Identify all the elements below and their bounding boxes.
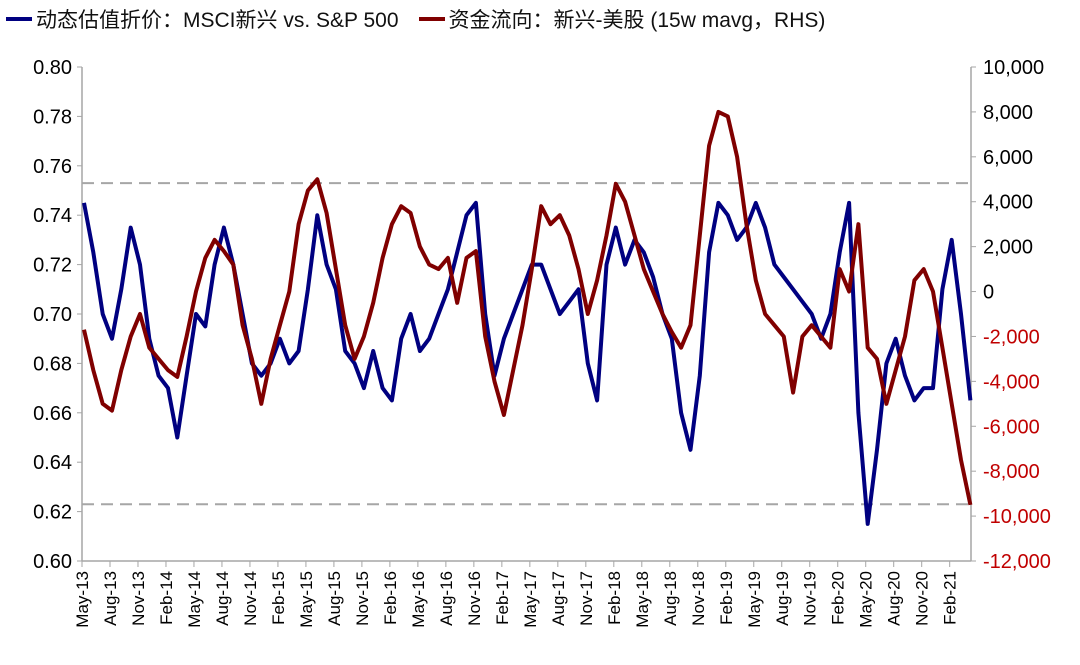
series-line-valuation-discount bbox=[82, 200, 973, 526]
right-tick-label: 8,000 bbox=[983, 102, 1033, 124]
left-tick-label: 0.70 bbox=[33, 304, 72, 326]
left-tick-label: 0.74 bbox=[33, 205, 72, 227]
left-tick-label: 0.76 bbox=[33, 156, 72, 178]
left-tick-label: 0.64 bbox=[33, 452, 72, 474]
legend-swatch-valuation bbox=[6, 17, 32, 21]
x-tick-label: Nov-17 bbox=[577, 571, 596, 626]
x-tick-label: Feb-15 bbox=[269, 571, 288, 625]
x-tick-label: May-20 bbox=[857, 571, 876, 628]
right-tick-label: -10,000 bbox=[983, 506, 1051, 528]
x-tick-label: Aug-20 bbox=[885, 571, 904, 626]
x-tick-label: Nov-16 bbox=[465, 571, 484, 626]
legend-swatch-flows bbox=[418, 17, 445, 21]
x-tick-label: Nov-14 bbox=[241, 571, 260, 626]
legend: 动态估值折价：MSCI新兴 vs. S&P 500 资金流向：新兴-美股 (15… bbox=[0, 4, 839, 34]
x-tick-label: Feb-21 bbox=[941, 571, 960, 625]
x-tick-label: Aug-15 bbox=[325, 571, 344, 626]
x-tick-label: Feb-17 bbox=[493, 571, 512, 625]
x-tick-label: Aug-13 bbox=[101, 571, 120, 626]
right-tick-label: 10,000 bbox=[983, 57, 1044, 79]
right-tick-label: -12,000 bbox=[983, 551, 1051, 573]
right-tick-label: -4,000 bbox=[983, 371, 1040, 393]
series-line-fund-flows bbox=[82, 109, 973, 506]
x-tick-label: May-14 bbox=[185, 571, 204, 628]
x-tick-label: Nov-15 bbox=[353, 571, 372, 626]
x-tick-label: Nov-18 bbox=[689, 571, 708, 626]
x-tick-label: Aug-16 bbox=[437, 571, 456, 626]
x-tick-label: Feb-18 bbox=[605, 571, 624, 625]
x-tick-label: May-18 bbox=[633, 571, 652, 628]
x-tick-label: Aug-18 bbox=[661, 571, 680, 626]
right-tick-label: -6,000 bbox=[983, 416, 1040, 438]
x-tick-label: May-19 bbox=[745, 571, 764, 628]
legend-item-flows: 资金流向：新兴-美股 (15w mavg，RHS) bbox=[413, 4, 826, 34]
x-tick-label: Nov-13 bbox=[129, 571, 148, 626]
x-tick-label: Feb-16 bbox=[381, 571, 400, 625]
x-tick-label: Aug-14 bbox=[213, 571, 232, 626]
x-tick-label: Aug-17 bbox=[549, 571, 568, 626]
right-tick-label: 2,000 bbox=[983, 237, 1033, 259]
legend-label-valuation: 动态估值折价：MSCI新兴 vs. S&P 500 bbox=[36, 9, 399, 32]
x-tick-label: May-16 bbox=[409, 571, 428, 628]
left-tick-label: 0.60 bbox=[33, 551, 72, 573]
x-tick-label: Feb-19 bbox=[717, 571, 736, 625]
x-tick-label: Nov-20 bbox=[913, 571, 932, 626]
x-tick-label: May-15 bbox=[297, 571, 316, 628]
x-tick-label: Feb-20 bbox=[829, 571, 848, 625]
left-tick-label: 0.72 bbox=[33, 255, 72, 277]
right-tick-label: 4,000 bbox=[983, 192, 1033, 214]
x-tick-label: May-17 bbox=[521, 571, 540, 628]
x-tick-label: May-13 bbox=[73, 571, 92, 628]
left-tick-label: 0.66 bbox=[33, 403, 72, 425]
legend-label-flows: 资金流向：新兴-美股 (15w mavg，RHS) bbox=[448, 9, 826, 32]
right-tick-label: 0 bbox=[983, 282, 994, 304]
right-tick-label: -2,000 bbox=[983, 326, 1040, 348]
right-tick-label: 6,000 bbox=[983, 147, 1033, 169]
left-tick-label: 0.68 bbox=[33, 353, 72, 375]
legend-item-valuation: 动态估值折价：MSCI新兴 vs. S&P 500 bbox=[0, 4, 399, 34]
left-tick-label: 0.80 bbox=[33, 57, 72, 79]
x-tick-label: Feb-14 bbox=[157, 571, 176, 625]
right-tick-label: -8,000 bbox=[983, 461, 1040, 483]
x-tick-label: Aug-19 bbox=[773, 571, 792, 626]
left-tick-label: 0.78 bbox=[33, 106, 72, 128]
left-tick-label: 0.62 bbox=[33, 502, 72, 524]
x-tick-label: Nov-19 bbox=[801, 571, 820, 626]
